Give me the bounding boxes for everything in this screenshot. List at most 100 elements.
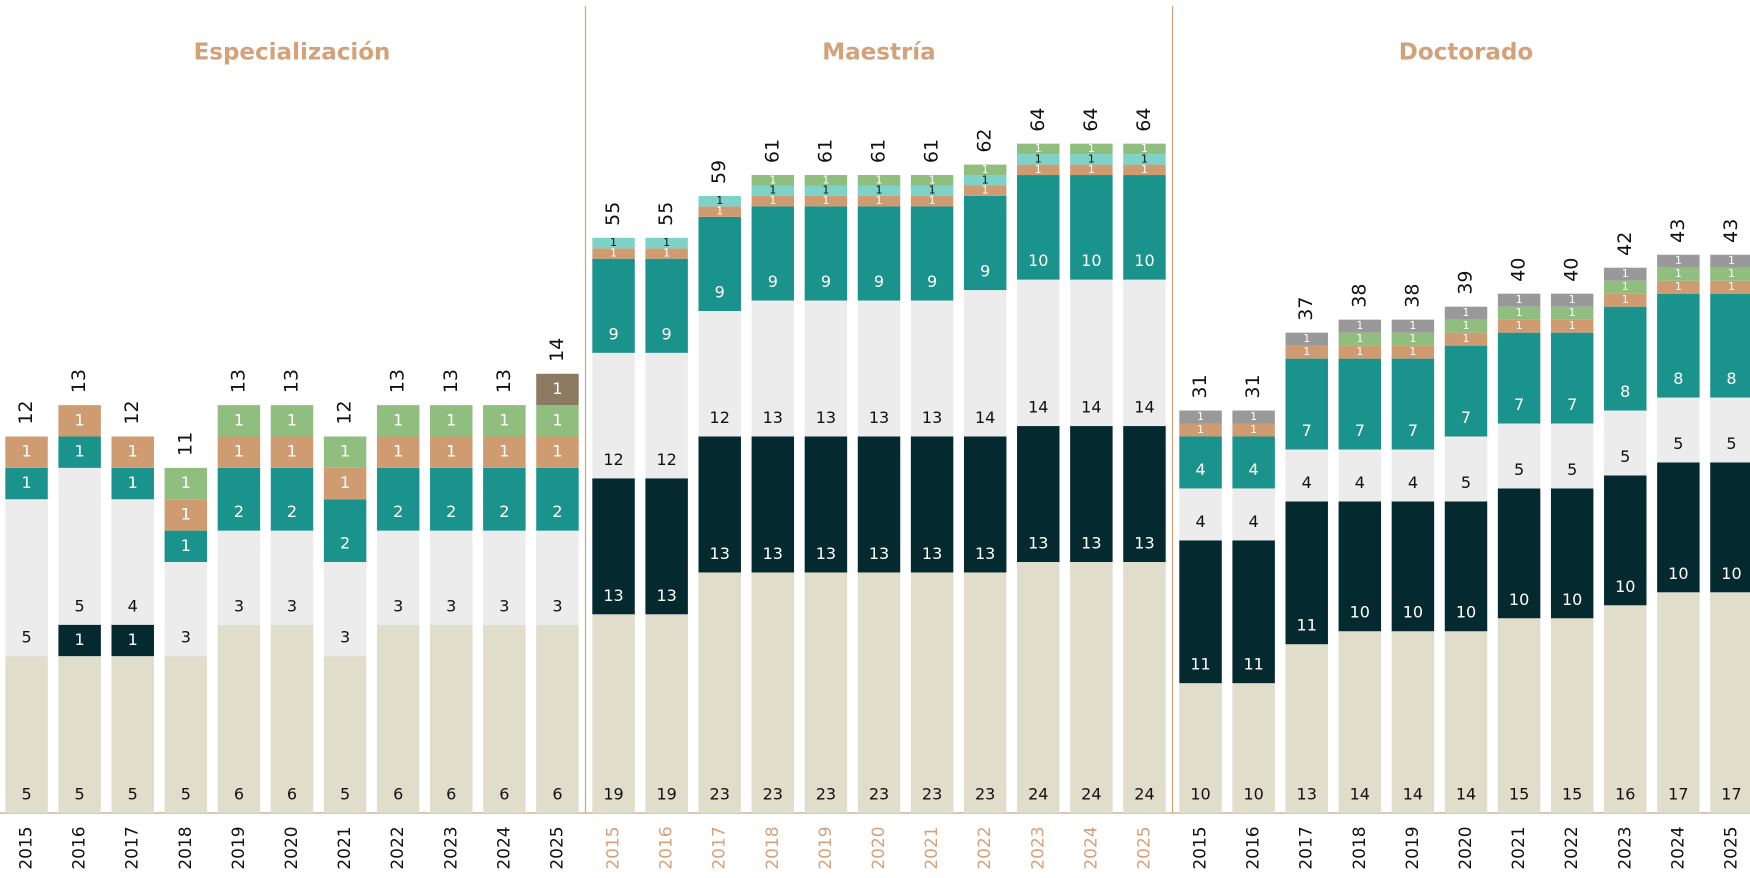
bar-segment bbox=[963, 290, 1007, 437]
x-tick-label: 2021 bbox=[335, 826, 355, 869]
segment-label: 7 bbox=[1408, 421, 1418, 440]
bar-segment bbox=[1179, 410, 1222, 424]
segment-label: 1 bbox=[1516, 319, 1523, 332]
bar-segment bbox=[592, 614, 635, 813]
segment-label: 1 bbox=[287, 410, 297, 429]
bar-segment bbox=[1017, 164, 1060, 176]
segment-label: 1 bbox=[1197, 423, 1204, 436]
segment-label: 13 bbox=[922, 408, 942, 427]
bar-segment bbox=[1123, 175, 1166, 280]
segment-label: 13 bbox=[656, 586, 676, 605]
bar-segment bbox=[751, 175, 795, 186]
bar-segment bbox=[536, 436, 579, 468]
panel-title: Especialización bbox=[194, 40, 391, 66]
bar-segment bbox=[804, 195, 848, 207]
bar-segment bbox=[1710, 254, 1750, 268]
bar-segment bbox=[323, 562, 367, 657]
bar-segment bbox=[1550, 488, 1594, 619]
bar-segment bbox=[1604, 280, 1647, 294]
segment-label: 1 bbox=[716, 205, 723, 218]
total-label: 31 bbox=[1242, 374, 1264, 398]
bar-segment bbox=[1391, 358, 1435, 450]
segment-label: 9 bbox=[821, 272, 831, 291]
bar-segment bbox=[963, 572, 1007, 813]
bar-segment bbox=[857, 206, 901, 301]
segment-label: 9 bbox=[715, 283, 725, 302]
bar-segment bbox=[1710, 592, 1750, 813]
bar-segment bbox=[1338, 332, 1382, 346]
bar-segment bbox=[1070, 562, 1113, 813]
segment-label: 1 bbox=[1303, 332, 1310, 345]
segment-label: 1 bbox=[1141, 142, 1148, 155]
bar-segment bbox=[963, 164, 1007, 176]
bar-segment bbox=[910, 185, 954, 196]
bar-segment bbox=[58, 405, 101, 437]
segment-label: 15 bbox=[1509, 785, 1529, 804]
total-label: 12 bbox=[15, 400, 37, 424]
bar-segment bbox=[1070, 164, 1113, 176]
bar-segment bbox=[164, 499, 208, 531]
segment-label: 9 bbox=[662, 324, 672, 343]
bar-segment bbox=[592, 478, 635, 615]
segment-label: 10 bbox=[1350, 603, 1370, 622]
segment-label: 1 bbox=[1141, 152, 1148, 165]
x-tick-label: 2023 bbox=[1028, 826, 1048, 869]
bar-segment bbox=[430, 405, 473, 437]
segment-label: 1 bbox=[552, 442, 562, 461]
bar-segment bbox=[430, 624, 473, 813]
x-tick-label: 2018 bbox=[1350, 826, 1370, 869]
segment-label: 13 bbox=[869, 544, 889, 563]
segment-label: 1 bbox=[982, 173, 989, 186]
bar-segment bbox=[645, 614, 688, 813]
segment-label: 1 bbox=[1356, 332, 1363, 345]
segment-label: 10 bbox=[1721, 564, 1741, 583]
bar-segment bbox=[1444, 332, 1488, 346]
bar-segment bbox=[698, 206, 741, 217]
segment-label: 9 bbox=[980, 262, 990, 281]
total-label: 31 bbox=[1189, 374, 1211, 398]
segment-label: 1 bbox=[982, 184, 989, 197]
bar-segment bbox=[1604, 410, 1647, 476]
segment-label: 23 bbox=[763, 785, 783, 804]
bar-segment bbox=[1285, 345, 1328, 359]
x-tick-label: 2017 bbox=[1297, 826, 1317, 869]
segment-label: 6 bbox=[446, 785, 456, 804]
segment-label: 2 bbox=[446, 502, 456, 521]
bar-segment bbox=[645, 258, 688, 353]
bar-segment bbox=[217, 405, 261, 437]
total-label: 62 bbox=[974, 128, 996, 152]
bar-segment bbox=[1710, 293, 1750, 398]
bar-segment bbox=[1017, 154, 1060, 165]
segment-label: 1 bbox=[716, 194, 723, 207]
segment-label: 1 bbox=[128, 442, 138, 461]
x-tick-label: 2024 bbox=[1668, 826, 1688, 869]
segment-label: 5 bbox=[1673, 434, 1683, 453]
segment-label: 1 bbox=[769, 184, 776, 197]
total-label: 64 bbox=[1080, 108, 1102, 132]
bar-segment bbox=[1070, 143, 1113, 155]
total-label: 37 bbox=[1295, 297, 1317, 321]
total-label: 39 bbox=[1455, 271, 1477, 295]
x-tick-label: 2024 bbox=[494, 826, 514, 869]
segment-label: 6 bbox=[499, 785, 509, 804]
total-label: 61 bbox=[868, 139, 890, 163]
x-tick-label: 2022 bbox=[388, 826, 408, 869]
segment-label: 10 bbox=[1403, 603, 1423, 622]
segment-label: 14 bbox=[1350, 785, 1370, 804]
bar-segment bbox=[857, 436, 901, 573]
segment-label: 6 bbox=[552, 785, 562, 804]
segment-label: 1 bbox=[822, 194, 829, 207]
segment-label: 1 bbox=[1035, 142, 1042, 155]
bar-segment bbox=[536, 405, 579, 437]
bar-segment bbox=[1550, 332, 1594, 424]
segment-label: 1 bbox=[340, 473, 350, 492]
bar-segment bbox=[111, 624, 154, 657]
bar-segment bbox=[1179, 436, 1222, 489]
segment-label: 13 bbox=[1028, 534, 1048, 553]
segment-label: 4 bbox=[1302, 473, 1312, 492]
bar-segment bbox=[751, 436, 795, 573]
segment-label: 10 bbox=[1190, 785, 1210, 804]
bar-segment bbox=[1657, 592, 1700, 813]
segment-label: 1 bbox=[1088, 152, 1095, 165]
